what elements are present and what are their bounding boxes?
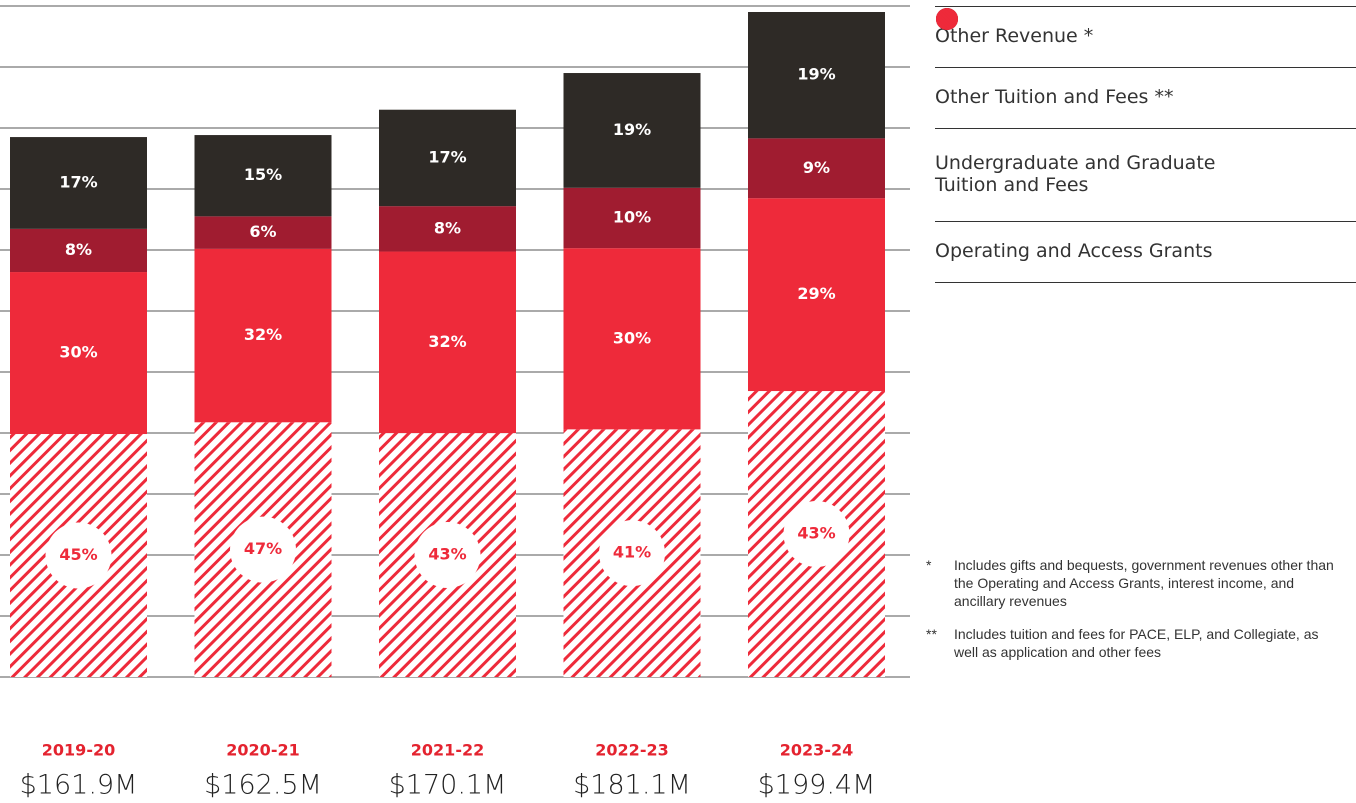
bar-segment bbox=[194, 135, 332, 217]
data-label: 10% bbox=[613, 207, 651, 226]
bar-segment bbox=[379, 206, 516, 252]
bar-segment bbox=[194, 248, 332, 423]
legend-swatch bbox=[936, 9, 958, 29]
bar-segment bbox=[563, 73, 701, 188]
bar-segment bbox=[748, 198, 885, 392]
legend: Other Revenue * Other Tuition and Fees **… bbox=[935, 6, 1356, 283]
data-label: 17% bbox=[59, 172, 97, 191]
data-label: 30% bbox=[59, 343, 97, 362]
x-tick-label: 2019-20 bbox=[42, 741, 115, 760]
bar-segment bbox=[194, 216, 332, 249]
bar-segment bbox=[748, 12, 885, 139]
footnote: * Includes gifts and bequests, government… bbox=[926, 556, 1346, 611]
bar-segment bbox=[10, 137, 147, 229]
total-label: $170.1M bbox=[389, 770, 507, 801]
data-label: 19% bbox=[797, 65, 835, 84]
legend-item: Undergraduate and Graduate Tuition and F… bbox=[935, 8, 1356, 222]
data-label: 17% bbox=[428, 147, 466, 166]
bar-segment bbox=[10, 228, 147, 273]
data-label: 29% bbox=[797, 284, 835, 303]
footnote: ** Includes tuition and fees for PACE, EL… bbox=[926, 625, 1346, 661]
data-label: 45% bbox=[59, 545, 97, 564]
footnote-mark: ** bbox=[926, 625, 937, 642]
chart: 45% 30% 8% 17% 2019-20 $161.9M 47% 32% 6% 15% 2020… bbox=[0, 5, 910, 801]
footnote-mark: * bbox=[926, 557, 932, 573]
label-badge bbox=[783, 501, 850, 568]
total-label: $161.9M bbox=[20, 770, 138, 801]
legend-item: Other Revenue * bbox=[935, 7, 1356, 68]
footnotes: * Includes gifts and bequests, government… bbox=[926, 556, 1346, 675]
label-badge bbox=[230, 516, 296, 583]
total-label: $199.4M bbox=[758, 770, 876, 801]
data-label: 43% bbox=[797, 524, 835, 543]
legend-label: Operating and Access Grants bbox=[935, 240, 1213, 263]
data-label: 32% bbox=[244, 325, 282, 344]
legend-label: Undergraduate and Graduate Tuition and F… bbox=[935, 152, 1216, 196]
label-badge bbox=[414, 522, 481, 589]
bar-segment bbox=[563, 248, 701, 430]
bar-segment bbox=[379, 251, 516, 434]
legend-item: Other Tuition and Fees ** bbox=[935, 8, 1356, 129]
data-label: 15% bbox=[244, 165, 282, 184]
data-label: 8% bbox=[434, 218, 461, 237]
label-badge bbox=[45, 522, 112, 589]
label-badge bbox=[599, 520, 665, 587]
total-label: $181.1M bbox=[573, 770, 691, 801]
data-label: 6% bbox=[249, 222, 276, 241]
data-label: 41% bbox=[613, 543, 651, 562]
data-label: 47% bbox=[244, 539, 282, 558]
data-label: 9% bbox=[803, 158, 830, 177]
footnote-text: Includes gifts and bequests, government … bbox=[954, 557, 1334, 610]
legend-label: Other Tuition and Fees ** bbox=[935, 86, 1174, 109]
bar-segment bbox=[379, 109, 516, 207]
legend-label: Other Revenue * bbox=[935, 25, 1094, 48]
legend-item: Operating and Access Grants bbox=[935, 9, 1356, 283]
x-tick-label: 2020-21 bbox=[226, 741, 299, 760]
data-label: 8% bbox=[65, 240, 92, 259]
x-tick-label: 2021-22 bbox=[411, 741, 484, 760]
bar-segment bbox=[10, 272, 147, 435]
bar-segment bbox=[563, 187, 701, 249]
x-tick-label: 2022-23 bbox=[595, 741, 668, 760]
footnote-text: Includes tuition and fees for PACE, ELP,… bbox=[954, 625, 1319, 660]
data-label: 30% bbox=[613, 328, 651, 347]
bar-segment bbox=[748, 138, 885, 199]
data-label: 43% bbox=[428, 545, 466, 564]
total-label: $162.5M bbox=[204, 770, 322, 801]
data-label: 32% bbox=[428, 332, 466, 351]
x-tick-label: 2023-24 bbox=[780, 741, 853, 760]
data-label: 19% bbox=[613, 120, 651, 139]
